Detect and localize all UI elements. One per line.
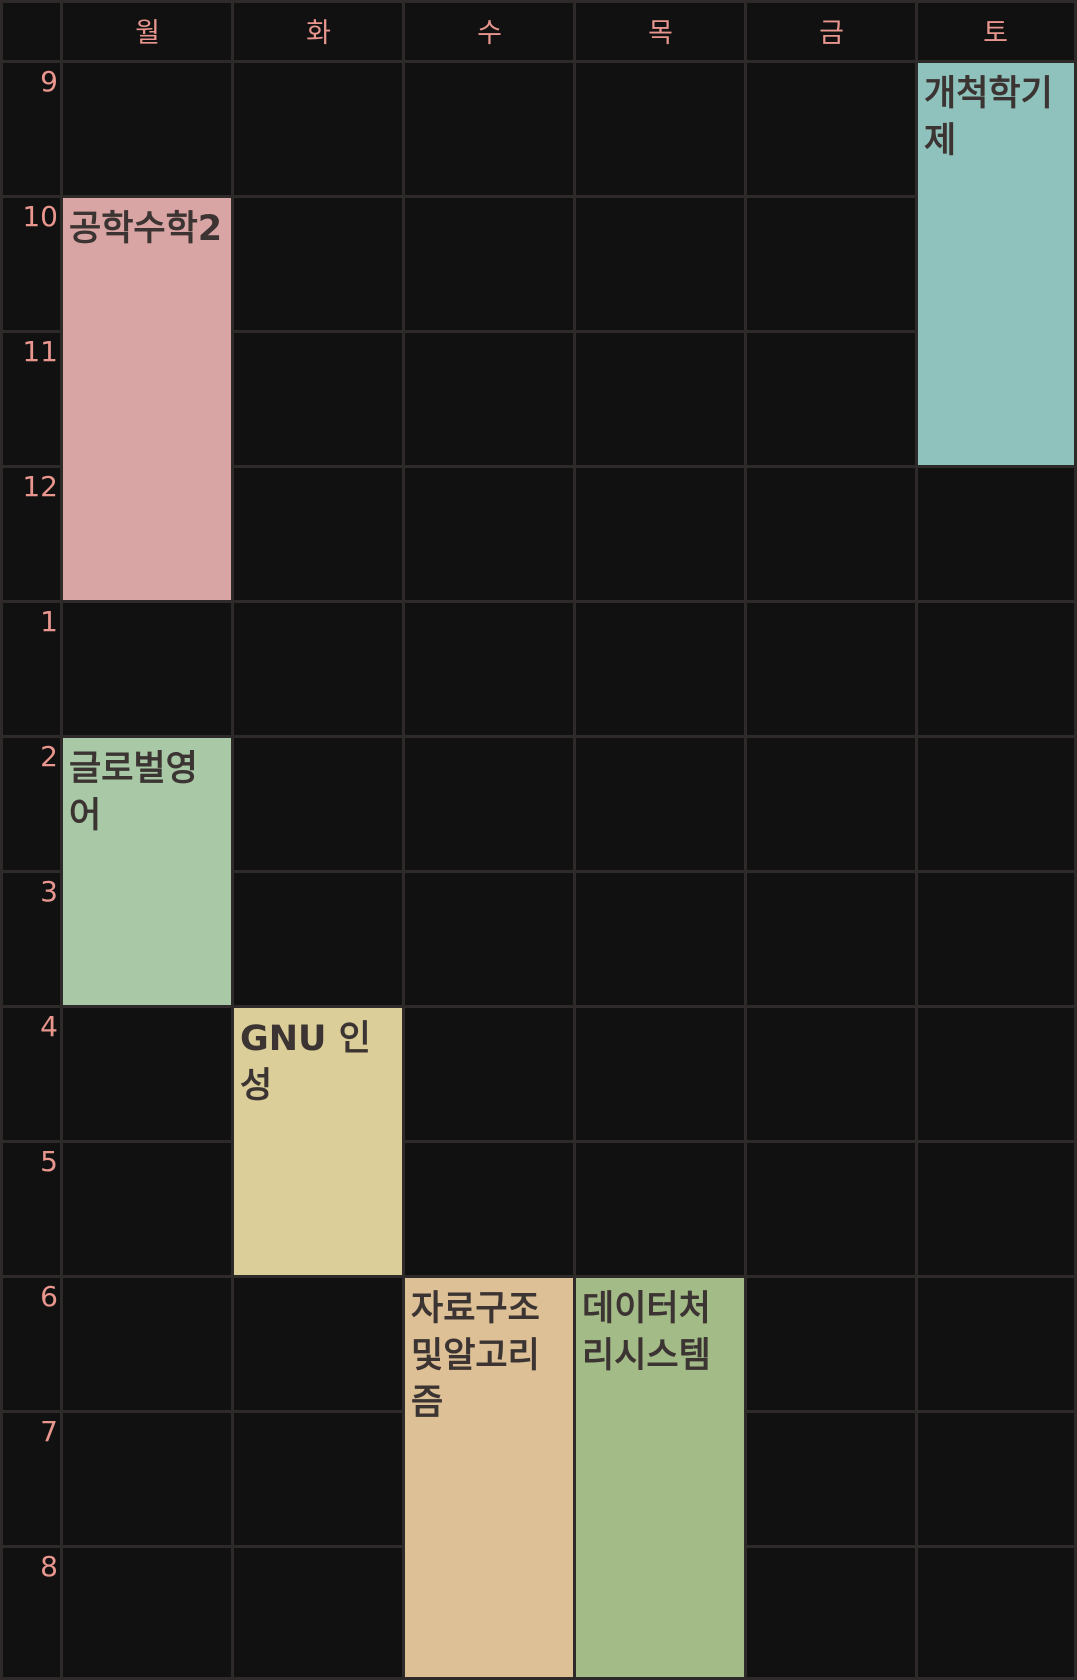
grid-line [1074, 0, 1077, 1680]
grid-line [60, 0, 63, 1680]
hour-label: 8 [40, 1550, 58, 1583]
hour-label: 9 [40, 65, 58, 98]
grid-line [0, 0, 1077, 3]
hour-label: 10 [22, 200, 58, 233]
grid-line [0, 465, 1077, 468]
hour-label: 6 [40, 1280, 58, 1313]
grid-line [0, 1275, 1077, 1278]
day-header-sat: 토 [983, 18, 1008, 49]
hour-label: 2 [40, 740, 58, 773]
course-block-global-english[interactable]: 글로벌영어 [63, 738, 231, 1005]
course-block-engineering-math-2[interactable]: 공학수학2 [63, 198, 231, 600]
grid-line [402, 0, 405, 1680]
day-header-tue: 화 [306, 18, 331, 49]
course-block-gnu-character[interactable]: GNU 인성 [234, 1008, 402, 1275]
day-header-wed: 수 [477, 18, 502, 49]
course-block-data-processing-system[interactable]: 데이터처리시스템 [576, 1278, 744, 1677]
grid-line [231, 0, 234, 1680]
grid-line [744, 0, 747, 1680]
grid-line [0, 0, 3, 1680]
course-block-pioneer-seminar[interactable]: 개척학기제 [918, 63, 1074, 465]
grid-line [0, 600, 1077, 603]
hour-label: 12 [22, 470, 58, 503]
grid-line [915, 0, 918, 1680]
grid-line [573, 0, 576, 1680]
grid-line [0, 1140, 1077, 1143]
hour-label: 11 [22, 335, 58, 368]
grid-line [0, 1677, 1077, 1680]
grid-line [0, 870, 1077, 873]
course-block-data-structures-algorithms[interactable]: 자료구조및알고리즘 [405, 1278, 573, 1677]
grid-line [0, 330, 1077, 333]
hour-label: 7 [40, 1415, 58, 1448]
grid-line [0, 1005, 1077, 1008]
grid-line [0, 60, 1077, 63]
hour-label: 3 [40, 875, 58, 908]
day-header-fri: 금 [819, 18, 844, 49]
grid-line [0, 195, 1077, 198]
day-header-mon: 월 [135, 18, 160, 49]
hour-label: 1 [40, 605, 58, 638]
hour-label: 4 [40, 1010, 58, 1043]
hour-label: 5 [40, 1145, 58, 1178]
day-header-thu: 목 [648, 18, 673, 49]
grid-line [0, 735, 1077, 738]
